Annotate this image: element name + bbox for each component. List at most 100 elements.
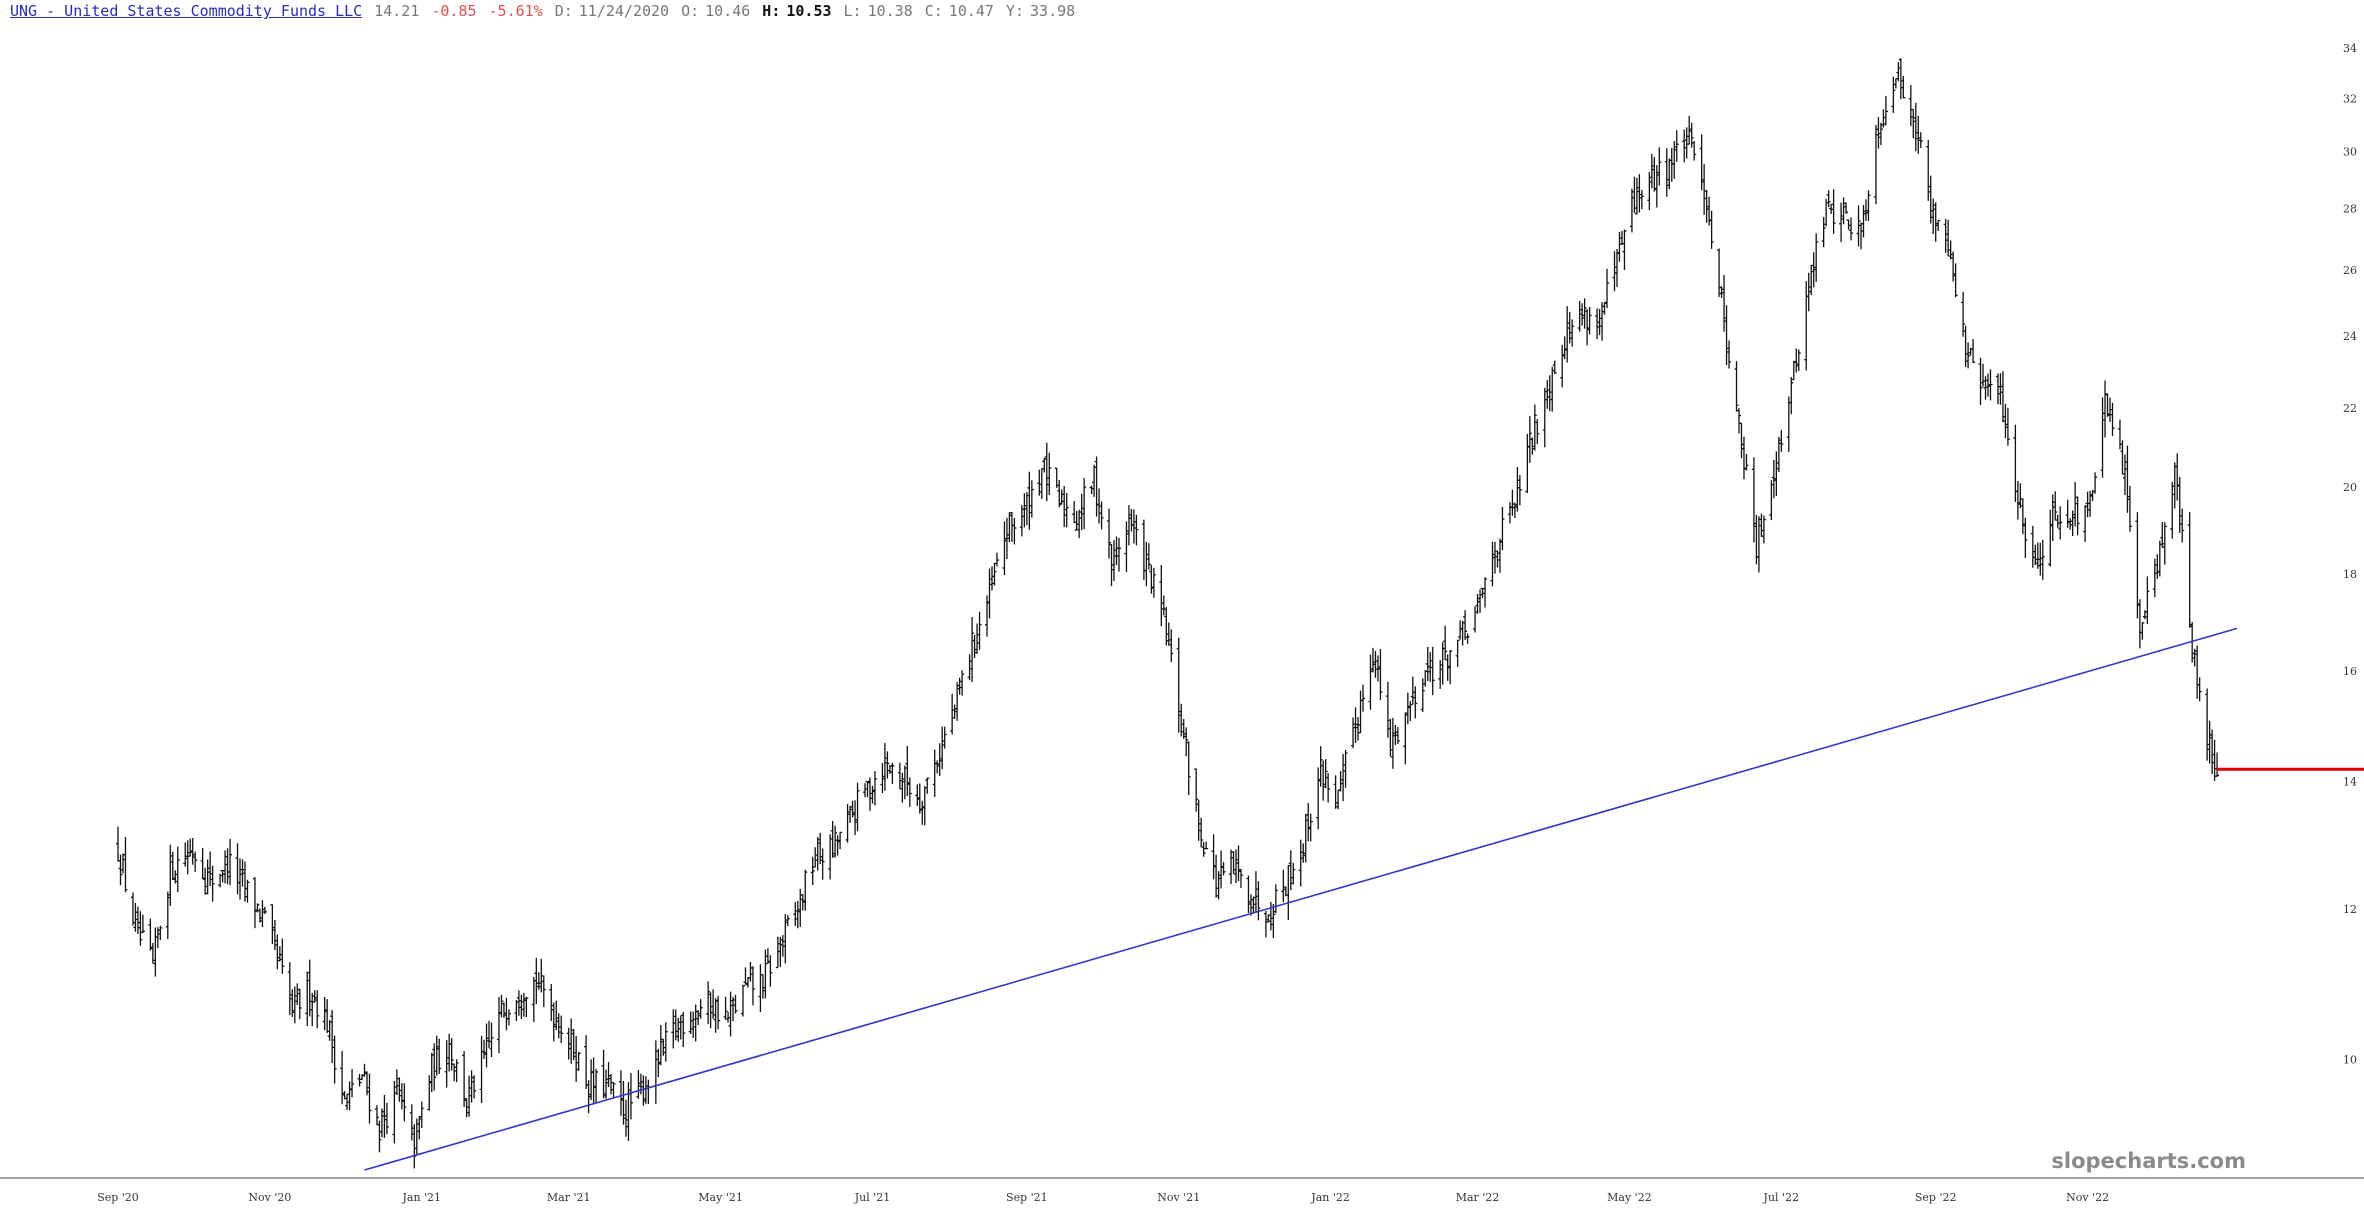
ohlc-bar bbox=[1791, 360, 1796, 381]
ohlc-bar bbox=[955, 682, 960, 721]
ohlc-bar bbox=[1736, 408, 1741, 434]
ohlc-bar bbox=[1786, 396, 1791, 453]
watermark: slopecharts.com bbox=[2051, 1149, 2246, 1173]
ohlc-bar bbox=[521, 992, 526, 1017]
ohlc-bar bbox=[937, 743, 942, 776]
x-tick-label: May '21 bbox=[698, 1191, 743, 1204]
ohlc-bar bbox=[1458, 620, 1463, 640]
ohlc-bar bbox=[414, 1118, 419, 1155]
ohlc-bar bbox=[165, 891, 170, 940]
ohlc-bar bbox=[1846, 219, 1851, 230]
ohlc-bar bbox=[2207, 720, 2212, 764]
ohlc-bar bbox=[2015, 480, 2020, 520]
ohlc-bar bbox=[292, 986, 297, 1024]
y-value: 33.98 bbox=[1030, 2, 1076, 20]
ohlc-bar bbox=[925, 777, 930, 794]
ohlc-bar bbox=[917, 783, 922, 814]
ohlc-bar bbox=[1176, 637, 1181, 733]
ohlc-bar bbox=[1256, 881, 1261, 921]
ohlc-bar bbox=[2180, 508, 2185, 543]
ohlc-bar bbox=[452, 1063, 457, 1082]
ohlc-bar bbox=[2023, 517, 2028, 558]
ohlc-bar bbox=[778, 936, 783, 967]
ohlc-bar bbox=[549, 984, 554, 1021]
ohlc-bar bbox=[1199, 817, 1204, 848]
ohlc-bar bbox=[960, 670, 965, 696]
ohlc-bar bbox=[1410, 676, 1415, 705]
ohlc-bar bbox=[1829, 203, 1834, 214]
ticker-title-link[interactable]: UNG - United States Commodity Funds LLC bbox=[10, 2, 363, 20]
low-readout: L: 10.38 bbox=[844, 2, 913, 20]
ohlc-bar bbox=[745, 976, 750, 988]
ohlc-bar bbox=[1699, 134, 1704, 191]
ohlc-bar bbox=[1704, 189, 1709, 223]
ohlc-bar bbox=[1361, 684, 1366, 712]
ohlc-bar bbox=[1901, 76, 1906, 99]
ohlc-bar bbox=[1268, 901, 1273, 931]
close-label: C: bbox=[924, 2, 943, 20]
y-tick-label: 16 bbox=[2343, 665, 2357, 678]
ohlc-bar bbox=[673, 1009, 678, 1041]
ohlc-bar bbox=[170, 851, 175, 880]
ohlc-bar bbox=[2162, 522, 2167, 565]
ohlc-bar bbox=[671, 1009, 676, 1049]
ohlc-bar bbox=[1196, 799, 1201, 841]
ohlc-bar bbox=[1238, 869, 1243, 888]
ohlc-bar bbox=[2152, 558, 2157, 598]
ohlc-bar bbox=[1761, 515, 1766, 544]
ohlc-bar bbox=[676, 1017, 681, 1042]
x-tick-label: Nov '20 bbox=[248, 1191, 291, 1204]
ohlc-bar bbox=[394, 1069, 399, 1096]
ohlc-bar bbox=[975, 623, 980, 654]
ohlc-bar bbox=[2197, 677, 2202, 702]
ohlc-bar bbox=[688, 1011, 693, 1035]
ohlc-bar bbox=[367, 1073, 372, 1124]
ohlc-bar bbox=[1246, 875, 1251, 913]
ohlc-bar bbox=[158, 925, 163, 940]
ohlc-bar bbox=[985, 595, 990, 637]
ohlc-bar bbox=[350, 1069, 355, 1098]
x-tick-label: Jul '21 bbox=[854, 1191, 891, 1204]
ohlc-bar bbox=[559, 1015, 564, 1044]
ohlc-bar bbox=[1674, 130, 1679, 162]
ohlc-bar bbox=[2177, 476, 2182, 533]
ohlc-bar bbox=[1395, 726, 1400, 744]
x-tick-label: Sep '22 bbox=[1915, 1191, 1957, 1204]
ohlc-bar bbox=[2070, 510, 2075, 537]
ohlc-bar bbox=[1423, 670, 1428, 687]
ohlc-bar bbox=[1002, 521, 1007, 575]
ohlc-bar bbox=[1129, 509, 1134, 532]
ohlc-bar bbox=[1821, 217, 1826, 248]
ohlc-bar bbox=[1804, 281, 1809, 371]
ohlc-bar bbox=[449, 1038, 454, 1071]
ohlc-bar bbox=[1079, 493, 1084, 531]
ohlc-bar bbox=[890, 762, 895, 785]
ohlc-bar bbox=[1771, 459, 1776, 499]
ohlc-bar bbox=[932, 749, 937, 797]
ohlc-bar bbox=[1343, 750, 1348, 788]
ohlc-bar bbox=[1998, 373, 2003, 405]
ohlc-bar bbox=[1983, 376, 1988, 400]
ohlc-bar bbox=[1037, 469, 1042, 496]
ohlc-bar bbox=[1077, 509, 1082, 539]
ohlc-bar bbox=[322, 996, 327, 1031]
ohlc-bar bbox=[2137, 599, 2142, 649]
ohlc-bar bbox=[1605, 268, 1610, 309]
ohlc-bar bbox=[1308, 813, 1313, 842]
ohlc-bar bbox=[123, 837, 128, 893]
ohlc-bar bbox=[1301, 843, 1306, 863]
ohlc-bar bbox=[1298, 839, 1303, 887]
ohlc-bar bbox=[1291, 862, 1296, 885]
trendline[interactable] bbox=[364, 627, 2238, 1171]
ohlc-bar bbox=[1072, 501, 1077, 524]
ohlc-bar bbox=[838, 831, 843, 850]
ohlc-bar bbox=[723, 996, 728, 1020]
ohlc-bar bbox=[2100, 397, 2105, 478]
ohlc-bar bbox=[1657, 147, 1662, 186]
ohlc-bar bbox=[992, 562, 997, 586]
ohlc-bar bbox=[696, 1009, 701, 1026]
ohlc-bar bbox=[1512, 502, 1517, 519]
ohlc-bar bbox=[1953, 263, 1958, 298]
ohlc-bar bbox=[887, 765, 892, 774]
